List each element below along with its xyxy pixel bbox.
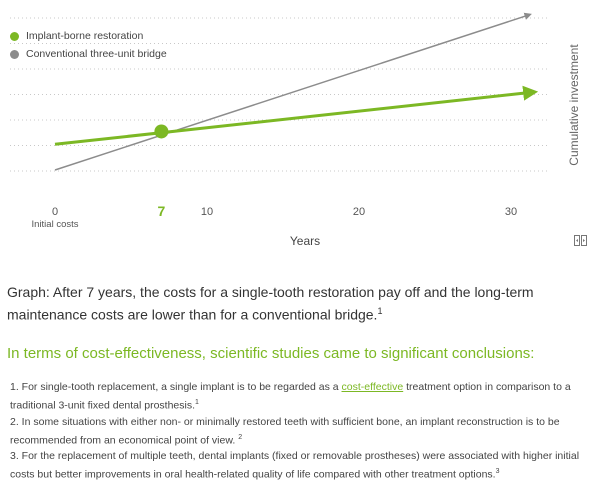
legend-bridge: Conventional three-unit bridge bbox=[10, 48, 167, 60]
legend-implant-dot bbox=[10, 31, 19, 41]
x-tick-sublabel: Initial costs bbox=[32, 219, 79, 230]
x-tick-label: 7 bbox=[158, 203, 166, 219]
y-axis-label: Cumulative investment bbox=[567, 44, 581, 166]
legend-bridge-dot bbox=[10, 49, 19, 59]
point-ref: 1 bbox=[195, 399, 199, 406]
graph-caption: Graph: After 7 years, the costs for a si… bbox=[7, 283, 587, 325]
expand-icon[interactable] bbox=[574, 235, 587, 246]
point-text: 2. In some situations with either non- o… bbox=[10, 415, 560, 447]
caption-ref: 1 bbox=[377, 306, 383, 316]
x-tick-label: 0 bbox=[52, 206, 58, 218]
cost-effective-link[interactable]: cost-effective bbox=[341, 381, 404, 393]
x-tick-label: 10 bbox=[201, 206, 213, 218]
point-text: 1. For single-tooth replacement, a singl… bbox=[10, 381, 342, 393]
point-text: treatment option in comparison to a trad… bbox=[10, 381, 571, 412]
list-item: 1. For single-tooth replacement, a singl… bbox=[10, 380, 592, 414]
legend-implant-label: Implant-borne restoration bbox=[26, 30, 144, 42]
legend-implant: Implant-borne restoration bbox=[10, 30, 143, 42]
point-ref: 2 bbox=[238, 433, 243, 441]
implant-line bbox=[54, 85, 539, 146]
series-lines bbox=[54, 12, 539, 171]
point-ref: 3 bbox=[495, 468, 500, 475]
bridge-line bbox=[54, 12, 532, 171]
legend-bridge-label: Conventional three-unit bridge bbox=[26, 48, 167, 60]
caption-text: Graph: After 7 years, the costs for a si… bbox=[7, 284, 534, 323]
list-item: 3. For the replacement of multiple teeth… bbox=[10, 449, 592, 483]
list-item: 2. In some situations with either non- o… bbox=[10, 415, 592, 449]
x-tick-label: 30 bbox=[505, 206, 517, 218]
section-heading: In terms of cost-effectiveness, scientif… bbox=[7, 345, 535, 362]
point-text: 3. For the replacement of multiple teeth… bbox=[10, 450, 580, 481]
break-even-point bbox=[154, 124, 169, 139]
x-tick-label: 20 bbox=[353, 206, 365, 218]
x-axis-label: Years bbox=[290, 234, 320, 248]
conclusions-list: 1. For single-tooth replacement, a singl… bbox=[10, 380, 592, 484]
